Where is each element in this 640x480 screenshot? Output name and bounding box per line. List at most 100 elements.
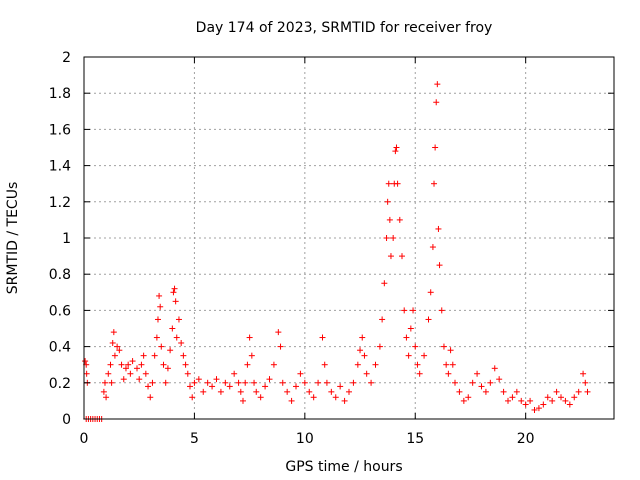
data-point xyxy=(385,180,392,187)
data-point xyxy=(449,361,456,368)
data-point xyxy=(162,379,169,386)
grid-layer xyxy=(84,57,614,419)
data-point xyxy=(443,361,450,368)
data-point xyxy=(401,307,408,314)
data-point xyxy=(381,280,388,287)
x-tick-label: 5 xyxy=(190,431,199,447)
data-point xyxy=(399,253,405,260)
data-point xyxy=(393,144,400,151)
data-point xyxy=(460,397,467,404)
data-point xyxy=(431,180,438,187)
data-point xyxy=(571,394,578,401)
data-point xyxy=(187,383,193,390)
data-point xyxy=(357,347,364,354)
data-point xyxy=(293,383,299,390)
data-point xyxy=(127,370,134,377)
data-point xyxy=(277,343,284,350)
data-point xyxy=(110,329,117,336)
data-point xyxy=(301,379,308,386)
data-point xyxy=(384,198,391,205)
data-point xyxy=(173,334,180,341)
data-point xyxy=(251,379,258,386)
data-point xyxy=(363,370,370,377)
data-point xyxy=(575,388,582,395)
data-point xyxy=(332,394,339,401)
data-point xyxy=(172,298,179,305)
data-point xyxy=(432,144,439,151)
y-axis-label: SRMTID / TECUs xyxy=(5,182,21,295)
x-axis-label: GPS time / hours xyxy=(285,459,402,475)
data-point xyxy=(410,307,417,314)
data-point xyxy=(170,289,177,296)
data-point xyxy=(383,235,390,241)
axis-ticks: 00.20.40.60.811.21.41.61.820 5 10 15 20 xyxy=(49,50,614,447)
data-point xyxy=(226,383,233,390)
data-point xyxy=(445,370,452,377)
data-point xyxy=(306,388,313,395)
data-point xyxy=(337,383,344,390)
data-point xyxy=(178,339,185,346)
data-point xyxy=(505,397,511,404)
data-point xyxy=(527,397,534,404)
data-point xyxy=(279,379,286,386)
data-point xyxy=(323,379,330,386)
data-point xyxy=(101,379,108,386)
data-point xyxy=(138,361,145,368)
data-point xyxy=(157,303,164,310)
data-point xyxy=(474,370,481,377)
data-point xyxy=(122,365,129,372)
data-point xyxy=(341,397,348,404)
data-point xyxy=(191,379,198,386)
data-point xyxy=(387,253,394,260)
data-point xyxy=(189,394,196,401)
x-tick-label: 0 xyxy=(80,431,89,447)
data-point xyxy=(262,383,269,390)
data-point xyxy=(270,361,277,368)
data-point xyxy=(151,352,158,359)
data-point xyxy=(433,99,440,106)
data-point xyxy=(558,394,564,401)
data-point xyxy=(509,394,516,401)
data-point xyxy=(153,334,160,341)
data-point xyxy=(531,406,538,413)
data-point xyxy=(434,81,441,88)
data-point xyxy=(407,325,414,332)
data-point xyxy=(100,388,107,395)
data-point xyxy=(237,388,244,395)
data-point xyxy=(361,352,368,359)
data-point xyxy=(440,343,447,350)
data-point xyxy=(416,370,423,377)
data-point xyxy=(142,370,149,377)
data-point xyxy=(200,388,207,395)
data-point xyxy=(136,376,143,383)
data-point xyxy=(297,370,304,377)
data-point xyxy=(116,347,123,354)
data-point xyxy=(284,388,291,395)
data-point xyxy=(390,235,397,241)
data-point xyxy=(288,397,295,404)
data-point xyxy=(171,285,178,292)
data-point xyxy=(553,388,560,395)
data-point xyxy=(107,361,114,368)
data-point xyxy=(582,379,589,386)
data-point xyxy=(487,379,494,386)
data-point xyxy=(535,405,542,412)
data-point xyxy=(217,388,224,395)
y-tick-label: 0.4 xyxy=(49,340,71,356)
data-point xyxy=(160,361,167,368)
data-point xyxy=(540,401,547,408)
data-point xyxy=(447,347,454,354)
data-point xyxy=(175,316,182,323)
data-point xyxy=(147,394,154,401)
data-point xyxy=(275,329,282,336)
data-point xyxy=(359,334,366,341)
data-point xyxy=(184,370,191,377)
data-point xyxy=(386,216,393,223)
data-point xyxy=(368,379,375,386)
data-point xyxy=(376,343,383,350)
data-point xyxy=(354,361,361,368)
data-point xyxy=(566,401,573,408)
data-point xyxy=(328,388,335,395)
data-point xyxy=(109,339,116,346)
